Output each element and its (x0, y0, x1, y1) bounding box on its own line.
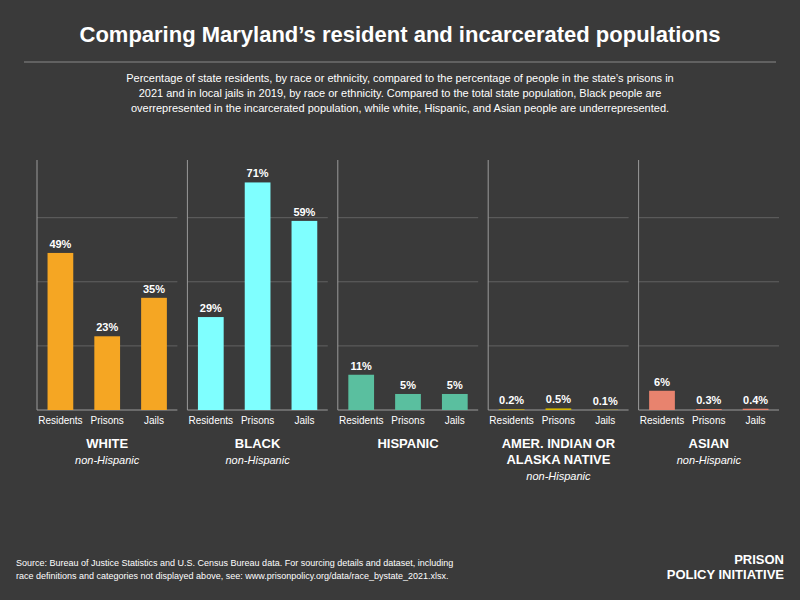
grid-line (488, 217, 628, 218)
bars (649, 391, 768, 410)
bars (499, 408, 618, 410)
bar (395, 394, 421, 410)
grid-line (37, 217, 177, 218)
bar (141, 298, 167, 410)
background (0, 0, 800, 600)
publisher-note: PRISONPOLICY INITIATIVE (667, 552, 785, 582)
bar (696, 409, 722, 410)
x-tick-label: Residents (339, 415, 383, 426)
bar (546, 408, 572, 410)
group-sublabel: non-Hispanic (225, 454, 290, 466)
bar (592, 409, 618, 410)
x-tick-label: Jails (445, 415, 465, 426)
bar (348, 375, 374, 410)
bars (48, 253, 167, 410)
group-sublabel: non-Hispanic (677, 454, 742, 466)
x-tick-label: Residents (189, 415, 233, 426)
x-tick-label: Jails (294, 415, 314, 426)
grid-line (488, 345, 628, 346)
title-rule (24, 62, 776, 63)
x-tick-label: Prisons (542, 415, 575, 426)
grid-line (639, 217, 779, 218)
group-label: HISPANIC (377, 436, 439, 451)
data-label: 0.3% (696, 394, 721, 406)
group-sublabel: non-Hispanic (75, 454, 140, 466)
y-axis-line (187, 160, 188, 410)
bar (499, 409, 525, 410)
panel: 6% Residents 0.3% Prisons 0.4% Jails ASIAN non-… (639, 160, 779, 466)
x-tick-label: Jails (746, 415, 766, 426)
y-axis-line (37, 160, 38, 410)
panel: 11% Residents 5% Prisons 5% Jails HISPANIC (338, 160, 478, 451)
data-label: 11% (350, 360, 372, 372)
x-tick-label: Prisons (391, 415, 424, 426)
panel: 49% Residents 23% Prisons 35% Jails WHITE non-H… (37, 160, 177, 466)
data-label: 71% (247, 167, 269, 179)
bar (292, 221, 318, 410)
x-tick-label: Jails (144, 415, 164, 426)
group-label: AMER. INDIAN ORALASKA NATIVE (502, 436, 616, 467)
chart-root: Comparing Maryland’s resident and incarc… (0, 0, 800, 600)
grid-line (338, 217, 478, 218)
y-axis-line (638, 160, 639, 410)
bar (649, 391, 675, 410)
grid-line (338, 281, 478, 282)
grid-line (488, 281, 628, 282)
bar (48, 253, 74, 410)
data-label: 6% (654, 376, 670, 388)
x-tick-label: Prisons (241, 415, 274, 426)
x-tick-label: Prisons (692, 415, 725, 426)
data-label: 49% (49, 238, 71, 250)
group-label: ASIAN (689, 436, 729, 451)
bars (198, 182, 317, 410)
grid-line (338, 345, 478, 346)
title: Comparing Maryland’s resident and incarc… (80, 22, 721, 47)
x-tick-label: Jails (595, 415, 615, 426)
data-label: 29% (200, 302, 222, 314)
bar (198, 317, 224, 410)
bar (94, 336, 120, 410)
bar (743, 409, 769, 410)
x-tick-label: Prisons (91, 415, 124, 426)
bar (245, 182, 271, 410)
y-axis-line (488, 160, 489, 410)
bars (348, 375, 467, 410)
x-tick-label: Residents (489, 415, 533, 426)
data-label: 23% (96, 321, 118, 333)
data-label: 5% (447, 379, 463, 391)
group-label: WHITE (86, 436, 128, 451)
data-label: 0.5% (546, 393, 571, 405)
data-label: 35% (143, 283, 165, 295)
bar (442, 394, 468, 410)
data-label: 0.2% (499, 394, 524, 406)
source-note: Source: Bureau of Justice Statistics and… (16, 558, 453, 581)
panel: 29% Residents 71% Prisons 59% Jails BLACK non-H… (187, 160, 327, 466)
grid-line (639, 281, 779, 282)
grid-line (639, 345, 779, 346)
data-label: 5% (400, 379, 416, 391)
subtitle: Percentage of state residents, by race o… (126, 72, 673, 114)
x-tick-label: Residents (640, 415, 684, 426)
group-label: BLACK (235, 436, 281, 451)
data-label: 0.1% (593, 395, 618, 407)
x-tick-label: Residents (38, 415, 82, 426)
panel: 0.2% Residents 0.5% Prisons 0.1% Jails AMER. I… (488, 160, 628, 482)
data-label: 0.4% (743, 394, 768, 406)
data-label: 59% (293, 206, 315, 218)
y-axis-line (337, 160, 338, 410)
group-sublabel: non-Hispanic (526, 470, 591, 482)
